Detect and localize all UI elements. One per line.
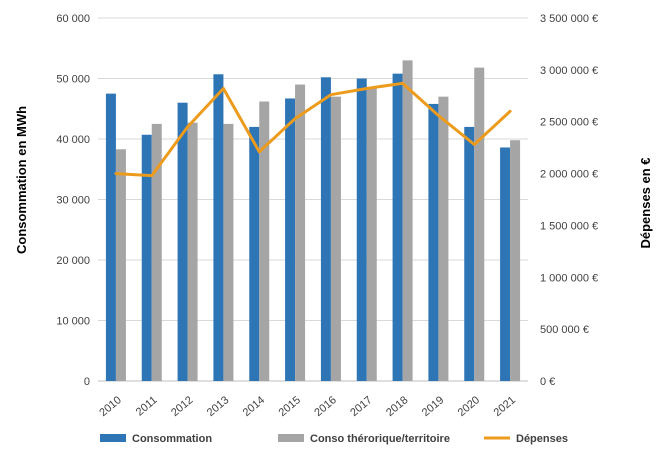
bars: [105, 60, 521, 382]
bar-consommation-2015: [285, 98, 296, 381]
left-axis-ticks: 0 10 000 20 000 30 000 40 000 50 000 60 000: [56, 13, 90, 388]
y-axis-title: Consommation en MWh: [14, 106, 29, 254]
bar-conso-theorique-2020: [474, 67, 485, 382]
legend-label: Conso thérorique/territoire: [310, 433, 450, 445]
bar-consommation-2011: [141, 134, 152, 381]
y-tick-label: 10 000: [56, 316, 90, 328]
x-tick-label: 2011: [134, 394, 160, 418]
bar-conso-theorique-2016: [330, 96, 341, 382]
x-tick-label: 2018: [384, 394, 410, 419]
bar-consommation-2018: [392, 73, 403, 381]
x-tick-label: 2012: [169, 394, 195, 419]
y2-tick-label: 500 000 €: [540, 324, 589, 336]
legend-label: Consommation: [132, 433, 212, 445]
legend-swatch: [278, 434, 304, 442]
y-tick-label: 50 000: [56, 74, 90, 86]
bar-conso-theorique-2011: [151, 123, 162, 381]
gridlines: [98, 17, 528, 382]
bar-consommation-2019: [428, 103, 439, 381]
y-tick-label: 60 000: [56, 13, 90, 25]
y2-tick-label: 2 500 000 €: [540, 117, 598, 129]
x-tick-label: 2013: [205, 394, 231, 419]
bar-conso-theorique-2021: [510, 140, 521, 381]
y2-axis-title: Dépenses en €: [638, 157, 653, 248]
bar-conso-theorique-2015: [295, 84, 306, 382]
bar-conso-theorique-2018: [402, 60, 413, 381]
bar-consommation-2017: [356, 78, 367, 381]
bar-consommation-2016: [320, 77, 331, 381]
y2-tick-label: 3 000 000 €: [540, 65, 598, 77]
x-tick-label: 2016: [312, 394, 338, 419]
x-axis-ticks: 2010 2011 2012 2013 2014 2015 2016 2017 2018 2019…: [97, 394, 518, 419]
right-axis-ticks: 0 € 500 000 € 1 000 000 € 1 500 000 € 2 000 …: [540, 13, 598, 388]
bar-conso-theorique-2019: [438, 96, 449, 382]
bar-consommation-2010: [105, 93, 116, 381]
bar-consommation-2014: [249, 126, 260, 382]
y-tick-label: 0: [84, 376, 90, 388]
y-tick-label: 30 000: [56, 195, 90, 207]
y2-tick-label: 0 €: [540, 376, 555, 388]
x-tick-label: 2017: [348, 394, 374, 419]
x-tick-label: 2019: [420, 394, 446, 419]
legend: Consommation Conso thérorique/territoire D…: [100, 433, 568, 445]
x-tick-label: 2021: [492, 394, 518, 419]
bar-conso-theorique-2017: [366, 87, 377, 381]
line-series: [114, 81, 512, 178]
bar-conso-theorique-2010: [115, 149, 126, 381]
bar-conso-theorique-2014: [259, 101, 270, 382]
y2-tick-label: 2 000 000 €: [540, 169, 598, 181]
bar-consommation-2012: [177, 102, 188, 381]
x-tick-label: 2020: [456, 394, 482, 419]
y2-tick-label: 3 500 000 €: [540, 13, 598, 25]
y2-tick-label: 1 000 000 €: [540, 272, 598, 284]
x-tick-label: 2015: [277, 394, 303, 419]
bar-consommation-2020: [464, 126, 475, 382]
x-tick-label: 2010: [97, 394, 123, 419]
y2-tick-label: 1 500 000 €: [540, 220, 598, 232]
bar-conso-theorique-2013: [223, 123, 234, 381]
y-tick-label: 40 000: [56, 134, 90, 146]
bar-consommation-2021: [500, 147, 511, 381]
y-tick-label: 20 000: [56, 255, 90, 267]
bar-consommation-2013: [213, 74, 224, 381]
x-tick-label: 2014: [241, 394, 267, 419]
bar-conso-theorique-2012: [187, 122, 198, 381]
line-depenses: [114, 81, 512, 178]
legend-swatch: [100, 434, 126, 442]
legend-label: Dépenses: [516, 433, 568, 445]
